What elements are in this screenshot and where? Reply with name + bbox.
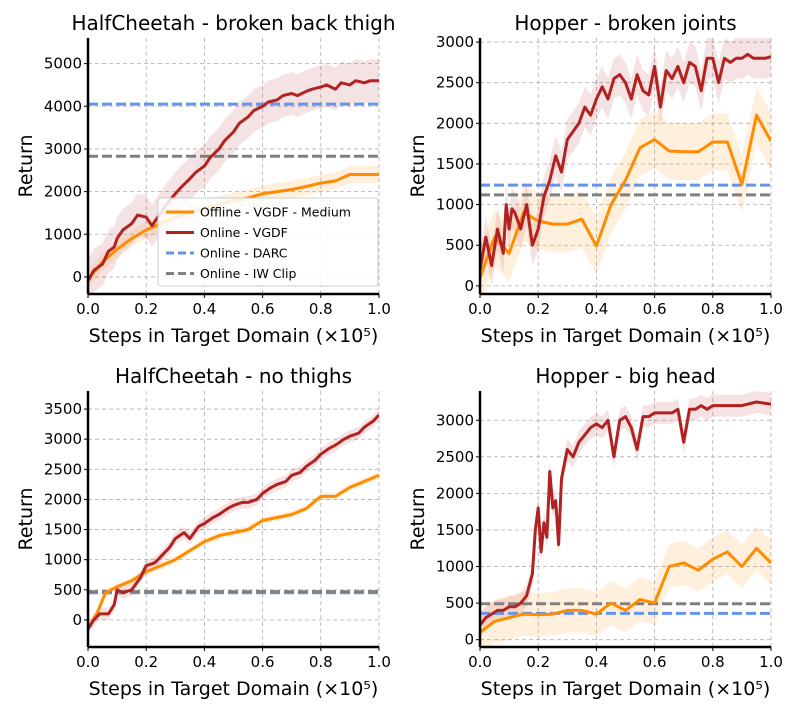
y-tick-label: 5000 xyxy=(44,55,82,73)
y-tick-label: 1000 xyxy=(44,225,82,243)
y-tick-label: 3500 xyxy=(44,400,82,418)
series-band xyxy=(88,471,379,633)
x-tick-label: 0.8 xyxy=(701,653,725,671)
x-tick-label: 0.0 xyxy=(76,300,100,318)
y-tick-label: 1500 xyxy=(436,521,474,539)
chart-panel-3: 0.0 0.2 0.4 0.6 0.8 1.0 0 500 1000 1500 2000 2500 30… xyxy=(15,364,391,700)
chart-panel-2: 0.0 0.2 0.4 0.6 0.8 1.0 0 500 1000 1500 2000 2500 30… xyxy=(407,11,783,347)
x-axis-label: Steps in Target Domain (×10⁵) xyxy=(89,325,379,347)
chart-title: Hopper - big head xyxy=(535,364,715,388)
x-tick-label: 1.0 xyxy=(367,653,391,671)
y-tick-label: 1500 xyxy=(436,155,474,173)
y-tick-label: 0 xyxy=(72,268,82,286)
y-tick-label: 1000 xyxy=(44,551,82,569)
y-tick-label: 2000 xyxy=(436,114,474,132)
y-tick-label: 2000 xyxy=(44,490,82,508)
y-tick-label: 3000 xyxy=(44,140,82,158)
x-tick-label: 0.6 xyxy=(643,653,667,671)
legend-label: Online - IW Clip xyxy=(200,266,296,281)
series-line xyxy=(88,79,379,282)
y-tick-label: 500 xyxy=(445,236,474,254)
y-tick-label: 2000 xyxy=(44,183,82,201)
x-tick-label: 0.8 xyxy=(309,300,333,318)
series-band xyxy=(88,409,379,635)
x-axis-label: Steps in Target Domain (×10⁵) xyxy=(481,678,771,700)
plot-area xyxy=(480,38,771,294)
x-tick-label: 0.2 xyxy=(526,653,550,671)
x-axis-label: Steps in Target Domain (×10⁵) xyxy=(89,678,379,700)
series-band xyxy=(480,86,771,294)
chart-panel-4: 0.0 0.2 0.4 0.6 0.8 1.0 0 500 1000 1500 2000 2500 30… xyxy=(407,364,783,700)
series-line xyxy=(480,52,771,270)
x-tick-label: 0.6 xyxy=(251,300,275,318)
series-line xyxy=(480,546,771,634)
plot-area xyxy=(88,409,379,635)
plot-area xyxy=(480,391,771,647)
x-tick-label: 1.0 xyxy=(759,653,783,671)
x-tick-label: 0.2 xyxy=(134,300,158,318)
legend: Offline - VGDF - Medium Online - VGDF Onli… xyxy=(157,197,379,287)
y-tick-label: 500 xyxy=(53,581,82,599)
x-tick-label: 0.4 xyxy=(192,300,216,318)
x-tick-label: 0.6 xyxy=(643,300,667,318)
series-line xyxy=(88,473,379,630)
series-band xyxy=(480,38,771,290)
y-axis-label: Return xyxy=(15,487,37,550)
x-tick-label: 0.0 xyxy=(468,300,492,318)
chart-title: HalfCheetah - broken back thigh xyxy=(71,11,395,35)
x-tick-label: 0.0 xyxy=(76,653,100,671)
x-tick-label: 0.8 xyxy=(309,653,333,671)
series-line xyxy=(88,414,379,630)
x-tick-label: 0.4 xyxy=(192,653,216,671)
y-axis-label: Return xyxy=(15,134,37,197)
y-tick-label: 3000 xyxy=(44,430,82,448)
chart-title: HalfCheetah - no thighs xyxy=(115,364,352,388)
x-tick-label: 1.0 xyxy=(367,300,391,318)
legend-label: Online - VGDF xyxy=(200,225,288,240)
x-tick-label: 1.0 xyxy=(759,300,783,318)
y-tick-label: 500 xyxy=(445,594,474,612)
x-tick-label: 0.4 xyxy=(584,653,608,671)
y-tick-label: 2500 xyxy=(436,74,474,92)
y-tick-label: 3000 xyxy=(436,33,474,51)
y-axis-label: Return xyxy=(407,134,429,197)
y-tick-label: 4000 xyxy=(44,97,82,115)
legend-box xyxy=(157,197,379,287)
series-band xyxy=(88,59,379,294)
x-axis-label: Steps in Target Domain (×10⁵) xyxy=(481,325,771,347)
series-band xyxy=(88,166,379,288)
y-axis-label: Return xyxy=(407,487,429,550)
x-tick-label: 0.6 xyxy=(251,653,275,671)
legend-label: Offline - VGDF - Medium xyxy=(200,205,351,220)
x-tick-label: 0.2 xyxy=(134,653,158,671)
chart-panel-1: 0.0 0.2 0.4 0.6 0.8 1.0 0 1000 2000 3000 4000 5000 H… xyxy=(15,11,396,347)
y-tick-label: 3000 xyxy=(436,411,474,429)
series-band xyxy=(480,526,771,647)
x-tick-label: 0.0 xyxy=(468,653,492,671)
y-tick-label: 2500 xyxy=(44,460,82,478)
x-tick-label: 0.8 xyxy=(701,300,725,318)
x-tick-label: 0.2 xyxy=(526,300,550,318)
series-line xyxy=(480,400,771,627)
y-tick-label: 1000 xyxy=(436,558,474,576)
legend-label: Online - DARC xyxy=(200,246,288,261)
y-tick-label: 0 xyxy=(72,611,82,629)
y-tick-label: 1500 xyxy=(44,521,82,539)
y-tick-label: 1000 xyxy=(436,196,474,214)
chart-title: Hopper - broken joints xyxy=(514,11,736,35)
y-tick-label: 0 xyxy=(464,277,474,295)
y-tick-label: 2500 xyxy=(436,448,474,466)
y-tick-label: 0 xyxy=(464,631,474,649)
x-tick-label: 0.4 xyxy=(584,300,608,318)
y-tick-label: 2000 xyxy=(436,484,474,502)
